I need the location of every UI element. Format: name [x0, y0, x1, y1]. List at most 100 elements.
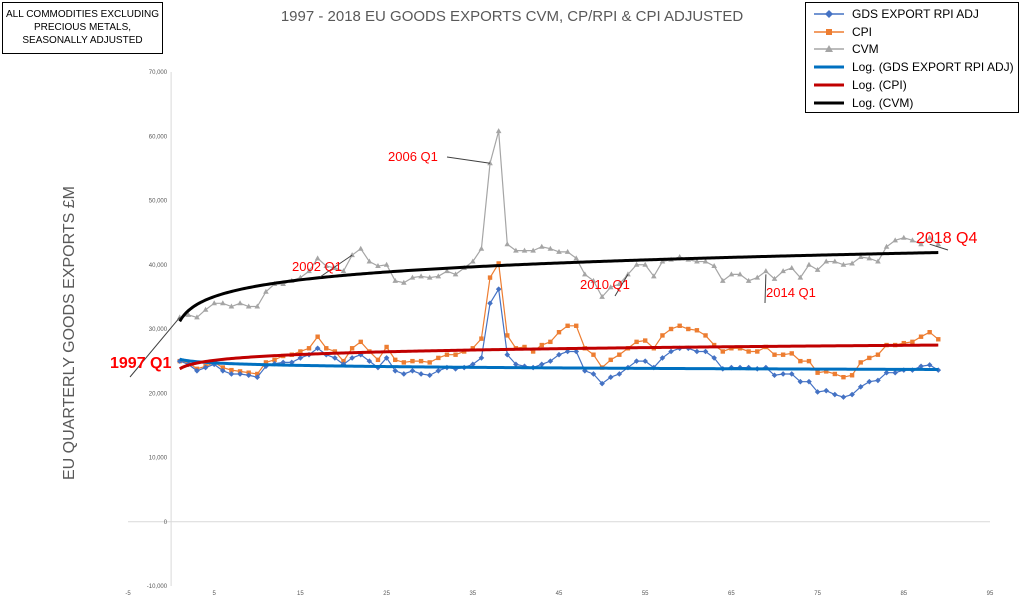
annotation-leader-line — [614, 274, 629, 297]
data-point-cpi — [832, 371, 838, 377]
data-point-cpi — [410, 358, 415, 364]
data-point-gds-export — [875, 377, 881, 384]
data-point-cvm — [306, 268, 312, 274]
data-point-cvm — [788, 264, 795, 270]
y-tick-label: 70,000 — [149, 70, 168, 76]
data-point-cpi — [556, 330, 562, 335]
data-point-cpi — [936, 337, 941, 342]
data-point-cpi — [858, 360, 863, 365]
data-point-cpi — [565, 323, 570, 328]
x-tick-label: -5 — [125, 591, 131, 597]
data-point-cpi — [608, 357, 613, 363]
data-point-cpi — [444, 352, 450, 357]
y-tick-label: 10,000 — [149, 456, 168, 462]
data-point-gds-export — [357, 351, 364, 358]
data-point-cvm — [780, 268, 786, 274]
legend-item-log-gds: Log. (GDS EXPORT RPI ADJ) — [812, 58, 1014, 76]
data-point-cvm — [452, 271, 459, 277]
data-point-cvm — [426, 274, 433, 280]
data-point-gds-export — [392, 367, 399, 374]
data-point-gds-export — [297, 355, 304, 361]
data-point-gds-export — [668, 348, 674, 355]
data-point-gds-export — [857, 384, 864, 390]
x-tick-label: 65 — [728, 591, 735, 597]
data-point-cvm — [909, 237, 916, 243]
data-point-cvm — [935, 241, 942, 247]
y-tick-label: 0 — [164, 520, 168, 526]
data-point-cpi — [789, 351, 794, 356]
x-tick-label: 35 — [469, 591, 476, 597]
annotation-label: 2014 Q1 — [766, 285, 816, 300]
data-point-cvm — [875, 258, 881, 264]
x-tick-label: 25 — [383, 591, 390, 597]
data-point-cpi — [918, 334, 924, 339]
data-point-gds-export — [556, 351, 562, 358]
data-point-cvm — [245, 303, 252, 309]
y-tick-label: 40,000 — [149, 263, 168, 269]
data-point-gds-export — [401, 371, 407, 377]
note-line-1: ALL COMMODITIES EXCLUDING — [6, 9, 159, 20]
data-point-cvm — [521, 247, 528, 253]
data-point-gds-export — [771, 372, 778, 379]
data-point-cpi — [720, 349, 725, 354]
data-point-cvm — [513, 247, 519, 253]
y-tick-label: 20,000 — [149, 391, 168, 397]
data-point-gds-export — [513, 361, 519, 368]
data-point-cpi — [548, 339, 553, 345]
data-point-gds-export — [590, 371, 597, 377]
triangle-marker-icon — [814, 45, 844, 53]
legend-label-log-cvm: Log. (CVM) — [852, 95, 914, 110]
data-point-cpi — [315, 334, 320, 339]
series-cvm — [176, 128, 942, 320]
data-point-gds-export — [340, 361, 347, 368]
data-point-gds-export — [435, 367, 442, 374]
series-line-gds-export — [179, 287, 939, 398]
data-point-cvm — [573, 255, 580, 261]
data-point-cpi — [332, 349, 338, 354]
x-tick-label: 75 — [814, 591, 821, 597]
data-point-cvm — [194, 314, 200, 320]
data-point-cpi — [229, 367, 234, 373]
data-point-cvm — [383, 261, 390, 267]
data-point-cpi — [815, 370, 820, 375]
data-point-cvm — [728, 271, 735, 277]
data-point-cpi — [358, 339, 363, 345]
data-point-cpi — [487, 275, 493, 280]
data-point-cvm — [392, 277, 399, 283]
data-point-gds-export — [495, 286, 502, 292]
data-point-gds-export — [332, 355, 338, 361]
y-tick-label: 30,000 — [149, 327, 168, 333]
data-point-gds-export — [383, 355, 390, 361]
trend-cvm — [178, 251, 939, 323]
x-tick-label: 55 — [642, 591, 649, 597]
x-tick-label: 5 — [213, 591, 217, 597]
data-point-gds-export — [426, 372, 433, 379]
note-box: ALL COMMODITIES EXCLUDING PRECIOUS METAL… — [2, 2, 163, 54]
data-point-cpi — [617, 352, 622, 357]
data-point-gds-export — [228, 371, 235, 377]
data-point-gds-export — [823, 387, 830, 394]
data-point-gds-export — [642, 358, 648, 364]
data-point-gds-export — [245, 372, 252, 379]
data-point-gds-export — [918, 363, 924, 370]
y-axis-label: EU QUARTERLY GOODS EXPORTS £M — [61, 186, 78, 480]
data-point-cpi — [324, 346, 329, 351]
data-point-gds-export — [314, 345, 321, 352]
data-point-gds-export — [780, 371, 786, 377]
annotation-label: 2006 Q1 — [388, 149, 438, 164]
data-point-gds-export — [711, 355, 717, 361]
data-point-gds-export — [254, 374, 261, 380]
data-point-cvm — [901, 234, 907, 240]
data-point-cpi — [634, 339, 639, 345]
data-point-cvm — [857, 254, 864, 260]
y-tick-label: 50,000 — [149, 199, 168, 205]
data-point-cpi — [901, 340, 906, 346]
data-point-cpi — [341, 358, 346, 364]
data-point-cvm — [366, 258, 373, 264]
annotation-label: 2010 Q1 — [580, 277, 630, 292]
data-point-cvm — [918, 241, 924, 247]
data-point-cpi — [867, 355, 872, 361]
data-point-cvm — [478, 245, 485, 251]
data-point-gds-export — [504, 351, 511, 358]
data-point-gds-export — [866, 378, 873, 385]
